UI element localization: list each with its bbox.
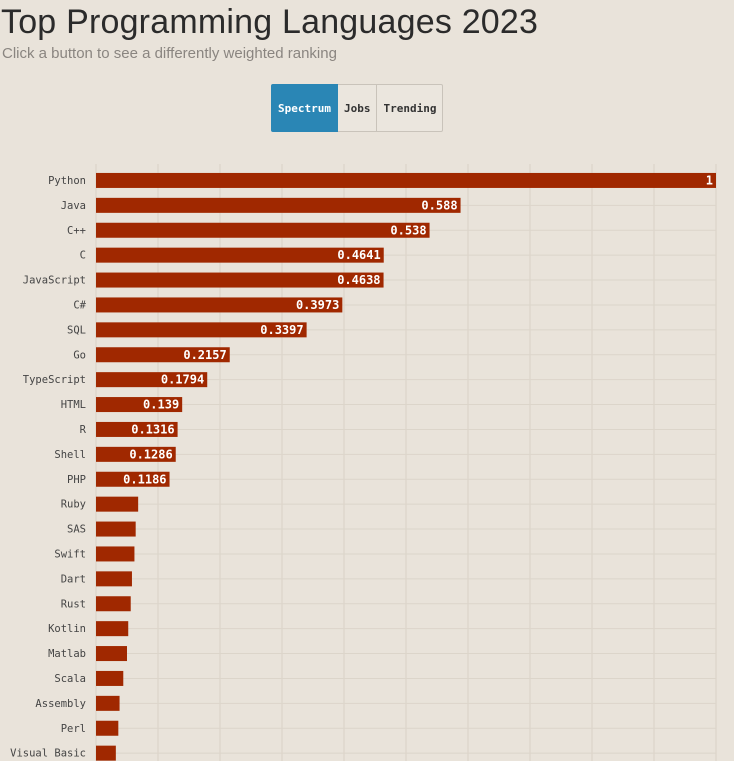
- category-label: TypeScript: [23, 374, 86, 386]
- bar[interactable]: [96, 247, 384, 263]
- value-label: 1: [706, 173, 713, 187]
- value-label: 0.3973: [296, 298, 339, 312]
- bar[interactable]: [96, 446, 176, 462]
- category-label: JavaScript: [23, 275, 86, 287]
- category-label: Ruby: [61, 499, 86, 511]
- bar[interactable]: [96, 197, 461, 213]
- bar[interactable]: [96, 745, 116, 761]
- value-label: 0.2157: [183, 348, 226, 362]
- category-label: Swift: [54, 548, 86, 560]
- category-label: R: [80, 424, 87, 436]
- category-label: Visual Basic: [10, 748, 86, 760]
- category-label: SAS: [67, 524, 86, 536]
- ranking-button-group: Spectrum Jobs Trending: [271, 84, 444, 132]
- page-title: Top Programming Languages 2023: [1, 3, 539, 41]
- value-label: 0.1286: [129, 447, 172, 461]
- category-label: PHP: [67, 474, 86, 486]
- category-label: C#: [73, 299, 86, 311]
- category-label: C: [80, 250, 86, 262]
- bar[interactable]: [96, 172, 716, 188]
- bar[interactable]: [96, 571, 132, 587]
- page-subtitle: Click a button to see a differently weig…: [2, 45, 337, 62]
- bar[interactable]: [96, 596, 131, 612]
- value-label: 0.538: [390, 223, 426, 237]
- bar[interactable]: [96, 695, 120, 711]
- bar[interactable]: [96, 372, 208, 388]
- category-label: Rust: [61, 598, 86, 610]
- category-label: Dart: [61, 573, 86, 585]
- value-label: 0.1186: [123, 472, 166, 486]
- category-label: HTML: [61, 399, 86, 411]
- bar[interactable]: [96, 421, 178, 437]
- value-label: 0.139: [143, 398, 179, 412]
- category-label: Matlab: [48, 648, 86, 660]
- bar[interactable]: [96, 646, 127, 662]
- value-label: 0.4641: [337, 248, 380, 262]
- trending-button[interactable]: Trending: [377, 84, 444, 132]
- bar[interactable]: [96, 471, 170, 487]
- value-label: 0.1794: [161, 373, 204, 387]
- bar[interactable]: [96, 397, 183, 413]
- bar[interactable]: [96, 222, 430, 238]
- bar[interactable]: [96, 297, 343, 313]
- category-label: Shell: [54, 449, 86, 461]
- bar[interactable]: [96, 272, 384, 288]
- value-label: 0.1316: [131, 422, 174, 436]
- value-label: 0.3397: [260, 323, 303, 337]
- ranking-bar-chart: Python 1 Java 0.588 C++ 0.538 C 0.4641 JavaScrip…: [10, 164, 717, 761]
- bar[interactable]: [96, 621, 129, 637]
- bar[interactable]: [96, 521, 136, 537]
- value-label: 0.4638: [337, 273, 380, 287]
- category-label: Go: [73, 349, 86, 361]
- category-label: Perl: [61, 723, 86, 735]
- category-label: Scala: [54, 673, 86, 685]
- bar[interactable]: [96, 347, 230, 363]
- category-label: Python: [48, 175, 86, 187]
- jobs-button[interactable]: Jobs: [337, 84, 378, 132]
- bar[interactable]: [96, 546, 135, 562]
- bar[interactable]: [96, 670, 124, 686]
- category-label: Kotlin: [48, 623, 86, 635]
- bar[interactable]: [96, 720, 119, 736]
- spectrum-button[interactable]: Spectrum: [271, 84, 338, 132]
- value-label: 0.588: [421, 198, 457, 212]
- category-label: C++: [67, 225, 86, 237]
- bar[interactable]: [96, 496, 139, 512]
- category-label: Assembly: [35, 698, 86, 710]
- category-label: SQL: [67, 324, 86, 336]
- bar[interactable]: [96, 322, 307, 338]
- category-label: Java: [61, 200, 86, 212]
